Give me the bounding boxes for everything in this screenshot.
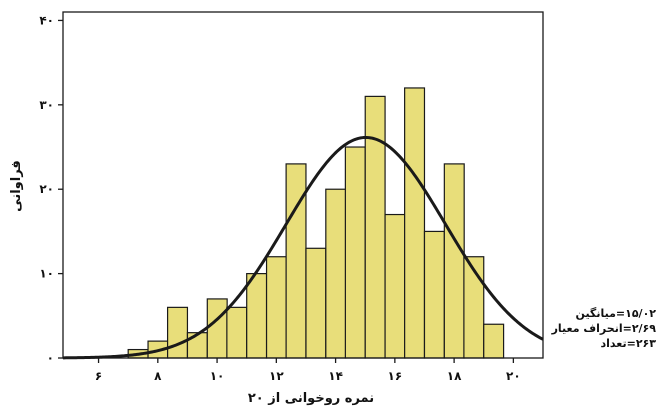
x-axis-ticks: ۶ ۸ ۱۰ ۱۲ ۱۴ ۱۶ ۱۸ ۲۰ (95, 358, 521, 383)
histogram-bar (285, 163, 307, 359)
histogram-bar (404, 87, 426, 359)
x-tick-label: ۱۸ (447, 369, 462, 383)
stats-summary: ۱۵/۰۲=میانگین ۲/۶۹=انحراف معیار ۲۶۳=تعدا… (548, 306, 656, 351)
normal-curve (62, 135, 544, 360)
histogram-bar (364, 95, 386, 359)
plot-frame (62, 11, 544, 359)
stat-sd-value: ۲/۶۹ (631, 322, 656, 335)
stat-n-label: تعداد (600, 337, 627, 350)
histogram-bar (483, 323, 505, 359)
x-axis-title: نمره روخوانی از ۲۰ (248, 391, 374, 406)
x-tick-label: ۱۰ (210, 369, 225, 383)
histogram-bar (344, 146, 366, 359)
histogram-bar (226, 306, 248, 359)
histogram-bar (325, 188, 347, 359)
x-tick-label: ۱۲ (269, 369, 284, 383)
y-axis-title: فراوانی (9, 160, 24, 212)
y-tick-label: ۰ (47, 351, 54, 365)
stat-mean: ۱۵/۰۲=میانگین (575, 307, 656, 320)
stat-sd-label: انحراف معیار (551, 322, 623, 335)
stat-n-value: ۲۶۳ (635, 337, 656, 350)
y-tick-label: ۳۰ (39, 98, 54, 112)
histogram-bar (423, 230, 445, 359)
stat-mean-label: میانگین (575, 307, 616, 320)
x-tick-label: ۱۴ (328, 369, 343, 383)
stat-n: ۲۶۳=تعداد (600, 337, 656, 350)
y-tick-label: ۱۰ (39, 267, 54, 281)
stat-mean-value: ۱۵/۰۲ (625, 307, 656, 320)
histogram-bar (166, 306, 189, 359)
y-tick-label: ۴۰ (39, 13, 54, 27)
x-tick-label: ۸ (154, 369, 162, 383)
histogram-bar (384, 213, 406, 359)
histogram-bar (305, 247, 327, 359)
bars-group (127, 87, 505, 359)
histogram-bar (443, 163, 465, 359)
histogram-bar (246, 273, 268, 359)
histogram-bar (265, 256, 288, 359)
x-tick-label: ۲۰ (506, 369, 521, 383)
x-tick-label: ۱۶ (388, 369, 403, 383)
histogram-bar (206, 298, 228, 359)
stat-sd: ۲/۶۹=انحراف معیار (551, 322, 656, 335)
y-axis-ticks: ۰ ۱۰ ۲۰ ۳۰ ۴۰ (39, 13, 63, 365)
x-tick-label: ۶ (95, 369, 102, 383)
histogram-bar (186, 332, 208, 359)
y-tick-label: ۲۰ (39, 182, 54, 196)
